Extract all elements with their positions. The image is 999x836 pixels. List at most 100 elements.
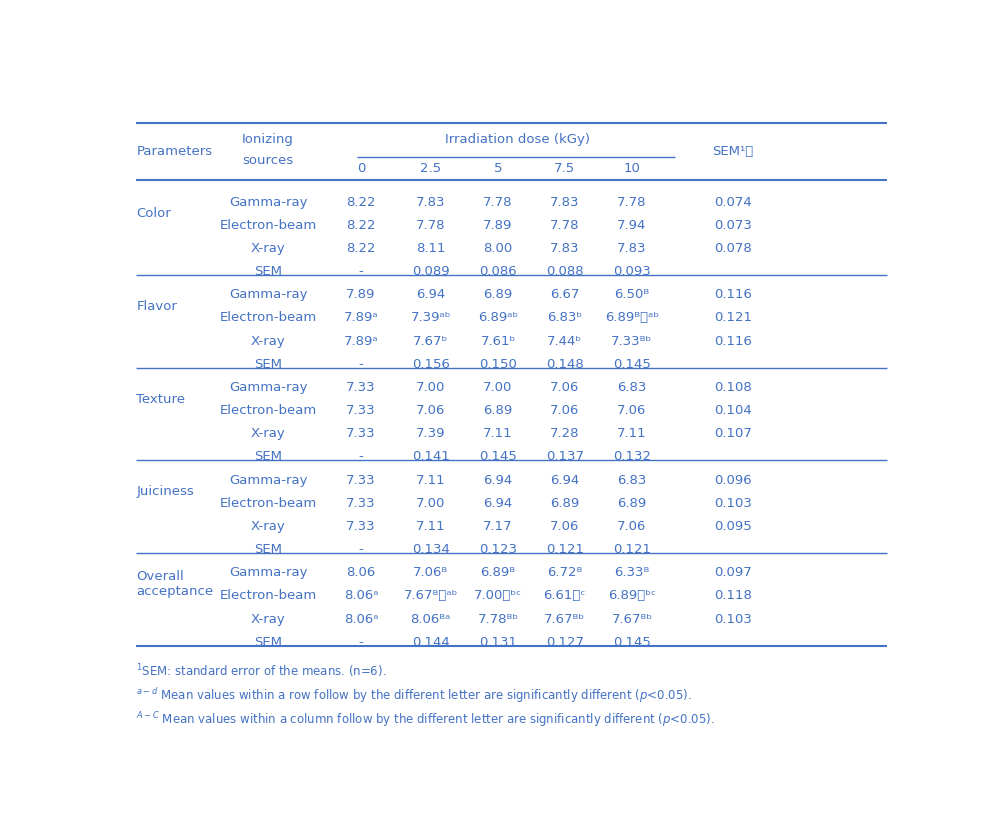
Text: 7.33: 7.33 (347, 381, 376, 394)
Text: 0.127: 0.127 (545, 636, 583, 649)
Text: Gamma-ray: Gamma-ray (229, 288, 308, 301)
Text: $^{a-d}$ Mean values within a row follow by the different letter are significant: $^{a-d}$ Mean values within a row follow… (137, 686, 692, 706)
Text: 0.132: 0.132 (613, 451, 651, 463)
Text: 8.06ᴮᵃ: 8.06ᴮᵃ (411, 613, 451, 625)
Text: 7.33: 7.33 (347, 404, 376, 417)
Text: 7.06: 7.06 (416, 404, 446, 417)
Text: X-ray: X-ray (251, 613, 286, 625)
Text: 0.078: 0.078 (713, 242, 751, 255)
Text: 7.83: 7.83 (416, 196, 446, 208)
Text: 7.89ᵃ: 7.89ᵃ (344, 311, 379, 324)
Text: 7.39ᵃᵇ: 7.39ᵃᵇ (411, 311, 451, 324)
Text: 6.89ᴮ: 6.89ᴮ (481, 566, 515, 579)
Text: 7.67ᴮᴯᵃᵇ: 7.67ᴮᴯᵃᵇ (404, 589, 458, 603)
Text: 8.11: 8.11 (416, 242, 446, 255)
Text: 8.06ᵃ: 8.06ᵃ (344, 613, 379, 625)
Text: 7.67ᴮᵇ: 7.67ᴮᵇ (544, 613, 585, 625)
Text: 7.00: 7.00 (484, 381, 512, 394)
Text: 0.150: 0.150 (480, 358, 517, 370)
Text: SEM: SEM (254, 636, 282, 649)
Text: 0.089: 0.089 (412, 265, 450, 278)
Text: Electron-beam: Electron-beam (220, 589, 317, 603)
Text: 0.145: 0.145 (480, 451, 517, 463)
Text: 0.137: 0.137 (545, 451, 583, 463)
Text: 0.104: 0.104 (713, 404, 751, 417)
Text: 8.06: 8.06 (347, 566, 376, 579)
Text: 0.134: 0.134 (412, 543, 450, 556)
Text: 7.5: 7.5 (554, 162, 575, 175)
Text: 6.67: 6.67 (549, 288, 579, 301)
Text: 0.095: 0.095 (713, 520, 751, 533)
Text: 7.78: 7.78 (416, 219, 446, 232)
Text: 7.33: 7.33 (347, 474, 376, 487)
Text: 7.78: 7.78 (617, 196, 646, 208)
Text: Gamma-ray: Gamma-ray (229, 566, 308, 579)
Text: 7.89: 7.89 (484, 219, 512, 232)
Text: 6.50ᴮ: 6.50ᴮ (614, 288, 649, 301)
Text: 6.94: 6.94 (484, 474, 512, 487)
Text: 0: 0 (357, 162, 366, 175)
Text: 7.89ᵃ: 7.89ᵃ (344, 334, 379, 348)
Text: 7.00: 7.00 (416, 497, 446, 510)
Text: 7.11: 7.11 (484, 427, 512, 441)
Text: 0.141: 0.141 (412, 451, 450, 463)
Text: 0.088: 0.088 (545, 265, 583, 278)
Text: 7.78: 7.78 (484, 196, 512, 208)
Text: 7.06: 7.06 (617, 520, 646, 533)
Text: SEM: SEM (254, 265, 282, 278)
Text: 7.00ᴯᵇᶜ: 7.00ᴯᵇᶜ (474, 589, 522, 603)
Text: 0.156: 0.156 (412, 358, 450, 370)
Text: 7.61ᵇ: 7.61ᵇ (481, 334, 515, 348)
Text: 0.131: 0.131 (480, 636, 517, 649)
Text: 0.086: 0.086 (480, 265, 516, 278)
Text: 8.22: 8.22 (347, 196, 376, 208)
Text: 0.074: 0.074 (713, 196, 751, 208)
Text: 0.103: 0.103 (713, 497, 751, 510)
Text: Ionizing: Ionizing (242, 134, 294, 146)
Text: 8.22: 8.22 (347, 219, 376, 232)
Text: Flavor: Flavor (137, 300, 178, 313)
Text: 8.06ᵃ: 8.06ᵃ (344, 589, 379, 603)
Text: 7.11: 7.11 (416, 474, 446, 487)
Text: SEM: SEM (254, 358, 282, 370)
Text: 7.33: 7.33 (347, 427, 376, 441)
Text: 7.06: 7.06 (617, 404, 646, 417)
Text: 0.145: 0.145 (613, 636, 651, 649)
Text: X-ray: X-ray (251, 520, 286, 533)
Text: 6.89: 6.89 (550, 497, 579, 510)
Text: X-ray: X-ray (251, 334, 286, 348)
Text: 6.33ᴮ: 6.33ᴮ (614, 566, 649, 579)
Text: 7.83: 7.83 (549, 242, 579, 255)
Text: 6.89: 6.89 (617, 497, 646, 510)
Text: 7.06: 7.06 (549, 381, 579, 394)
Text: 7.06: 7.06 (549, 404, 579, 417)
Text: 0.096: 0.096 (714, 474, 751, 487)
Text: Overall
acceptance: Overall acceptance (137, 570, 214, 599)
Text: 0.144: 0.144 (412, 636, 450, 649)
Text: SEM¹⧩: SEM¹⧩ (712, 145, 753, 158)
Text: 7.33ᴮᵇ: 7.33ᴮᵇ (611, 334, 652, 348)
Text: Electron-beam: Electron-beam (220, 219, 317, 232)
Text: 7.89: 7.89 (347, 288, 376, 301)
Text: 7.33: 7.33 (347, 497, 376, 510)
Text: -: - (359, 451, 364, 463)
Text: 7.67ᵇ: 7.67ᵇ (413, 334, 449, 348)
Text: 0.145: 0.145 (613, 358, 651, 370)
Text: 10: 10 (623, 162, 640, 175)
Text: 7.39: 7.39 (416, 427, 446, 441)
Text: 6.94: 6.94 (550, 474, 579, 487)
Text: Juiciness: Juiciness (137, 485, 194, 498)
Text: 7.33: 7.33 (347, 520, 376, 533)
Text: 7.83: 7.83 (549, 196, 579, 208)
Text: 6.89ᴯᵇᶜ: 6.89ᴯᵇᶜ (608, 589, 656, 603)
Text: 0.121: 0.121 (613, 543, 651, 556)
Text: 7.67ᴮᵇ: 7.67ᴮᵇ (611, 613, 652, 625)
Text: Gamma-ray: Gamma-ray (229, 381, 308, 394)
Text: 0.118: 0.118 (713, 589, 751, 603)
Text: 6.89: 6.89 (484, 404, 512, 417)
Text: 0.103: 0.103 (713, 613, 751, 625)
Text: 5: 5 (494, 162, 502, 175)
Text: $^{A-C}$ Mean values within a column follow by the different letter are signific: $^{A-C}$ Mean values within a column fol… (137, 711, 715, 731)
Text: $^1$SEM: standard error of the means. (n=6).: $^1$SEM: standard error of the means. (n… (137, 662, 387, 680)
Text: 6.89: 6.89 (484, 288, 512, 301)
